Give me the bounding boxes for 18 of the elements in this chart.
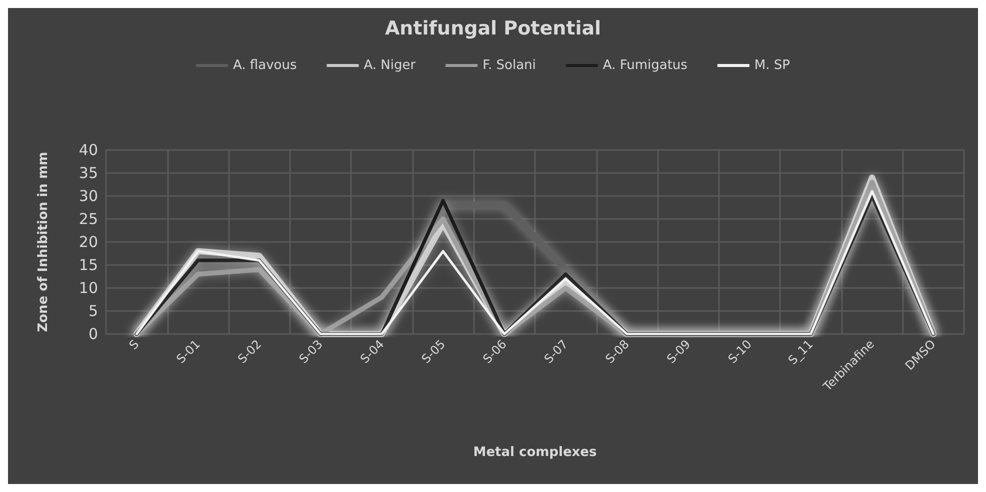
legend-label: F. Solani [482,58,536,73]
y-tick-label: 0 [88,325,98,343]
y-tick-label: 20 [78,233,98,251]
legend-label: A. flavous [233,58,297,73]
legend-label: M. SP [754,58,790,73]
chart-title: Antifungal Potential [384,18,602,40]
y-tick-label: 10 [78,279,98,297]
y-tick-label: 35 [78,164,98,182]
y-tick-label: 5 [88,302,98,320]
legend-label: A. Niger [364,58,416,73]
y-tick-label: 15 [78,256,98,274]
y-tick-label: 25 [78,210,98,228]
y-tick-label: 40 [78,141,98,159]
y-axis-title: Zone of Inhibition in mm [36,152,51,332]
x-axis-title: Metal complexes [473,445,597,460]
legend-label: A. Fumigatus [602,58,688,73]
y-tick-label: 30 [78,187,98,205]
x-tick-label: S [126,337,142,352]
